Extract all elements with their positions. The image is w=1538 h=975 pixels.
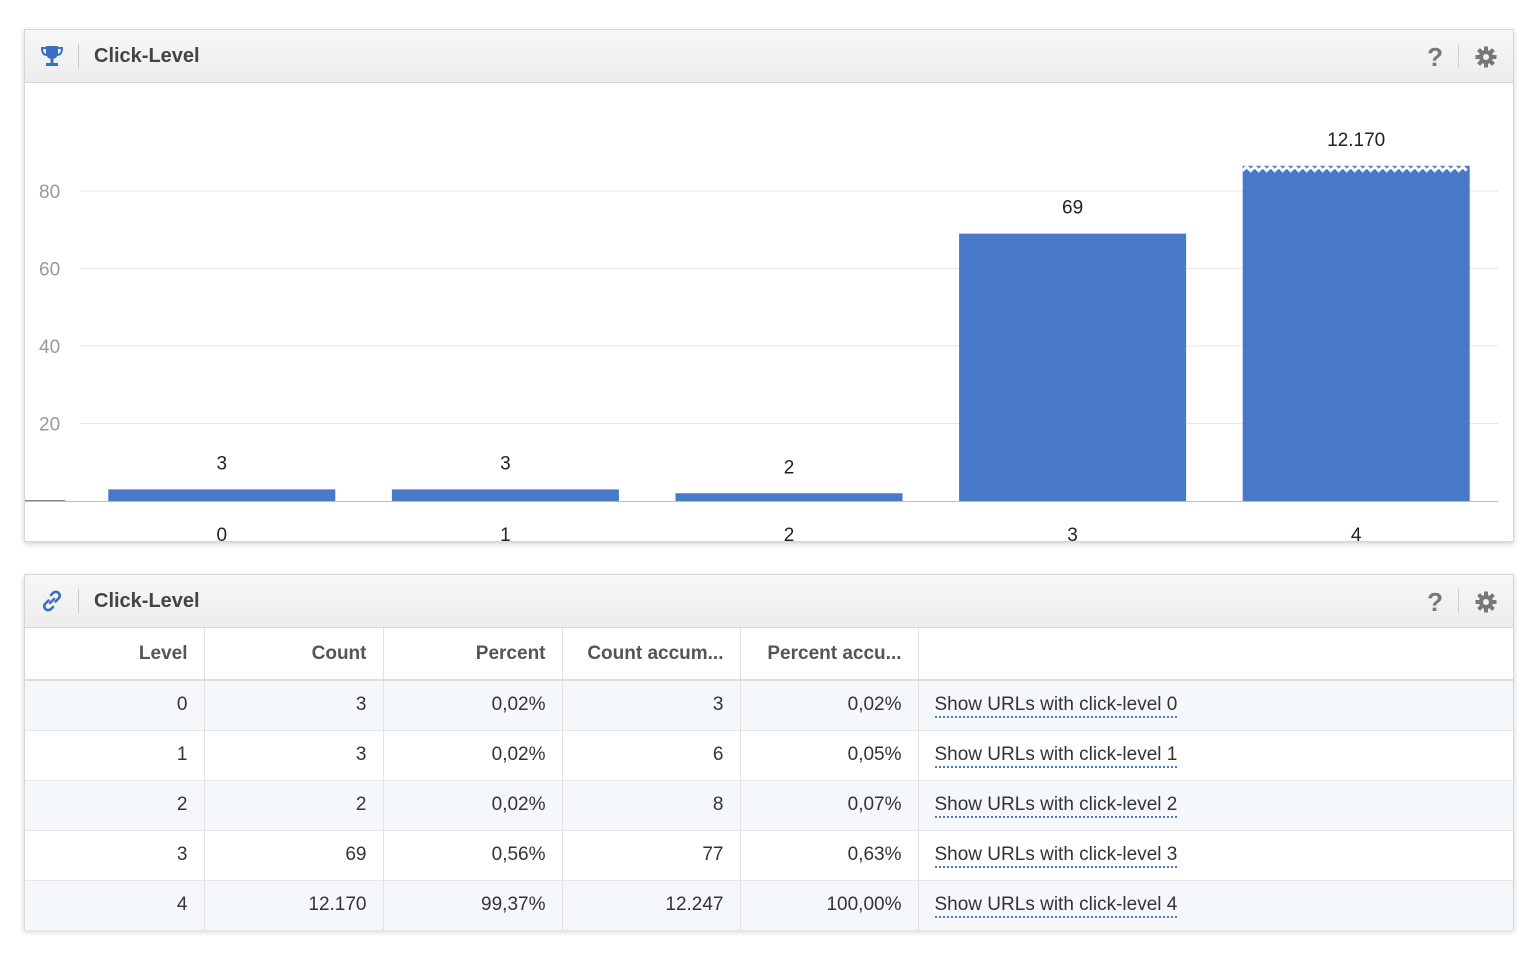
cell-level: 0 — [25, 680, 205, 731]
cell-percent: 0,56% — [383, 830, 563, 881]
show-urls-link[interactable]: Show URLs with click-level 1 — [934, 744, 1178, 768]
data-label: 69 — [1062, 198, 1083, 219]
column-header-count-accumulated[interactable]: Count accum... — [562, 628, 741, 681]
cell-action: Show URLs with click-level 3 — [918, 830, 1513, 881]
cell-percent-accumulated: 100,00% — [740, 880, 919, 931]
cell-level: 1 — [25, 730, 205, 781]
header-divider — [78, 44, 79, 68]
cell-level: 3 — [25, 830, 205, 881]
data-label: 3 — [217, 453, 228, 474]
header-divider — [1458, 589, 1459, 613]
cell-percent-accumulated: 0,02% — [740, 680, 919, 731]
x-tick-label: 4 — [1351, 525, 1362, 541]
cell-percent-accumulated: 0,07% — [740, 780, 919, 831]
cell-count-accumulated: 3 — [562, 680, 741, 731]
cell-count: 3 — [204, 730, 384, 781]
bar — [1242, 165, 1470, 501]
cell-count-accumulated: 6 — [562, 730, 741, 781]
table-row: 4 12.170 99,37% 12.247 100,00% Show URLs… — [25, 880, 1513, 931]
cell-percent-accumulated: 0,05% — [740, 730, 919, 781]
help-button[interactable]: ? — [1427, 42, 1443, 72]
trophy-icon — [39, 43, 65, 69]
cell-level: 2 — [25, 780, 205, 831]
data-label: 12.170 — [1327, 130, 1385, 151]
table-row: 2 2 0,02% 8 0,07% Show URLs with click-l… — [25, 780, 1513, 831]
bar-chart: 20 40 60 80 3 0 3 1 2 2 69 3 12.170 4 — [25, 130, 1498, 546]
x-tick-label: 1 — [500, 525, 511, 541]
link-icon — [39, 588, 65, 614]
cell-action: Show URLs with click-level 1 — [918, 730, 1513, 781]
header-divider — [78, 589, 79, 613]
cell-percent: 99,37% — [383, 880, 563, 931]
cell-count: 12.170 — [204, 880, 384, 931]
data-label: 2 — [784, 457, 795, 478]
help-button[interactable]: ? — [1427, 587, 1443, 617]
header-divider — [1458, 44, 1459, 68]
widget-title: Click-Level — [94, 590, 200, 612]
click-level-table: Level Count Percent Count accum... Perce… — [25, 628, 1513, 931]
table-row: 1 3 0,02% 6 0,05% Show URLs with click-l… — [25, 730, 1513, 781]
chart-widget-header: Click-Level ? — [25, 30, 1513, 83]
bar — [391, 489, 619, 501]
cell-action: Show URLs with click-level 4 — [918, 880, 1513, 931]
show-urls-link[interactable]: Show URLs with click-level 0 — [934, 694, 1178, 719]
bar — [108, 489, 336, 501]
cell-count-accumulated: 12.247 — [562, 880, 741, 931]
column-header-count[interactable]: Count — [204, 628, 384, 681]
gear-icon[interactable] — [1475, 46, 1497, 68]
data-label: 3 — [500, 453, 511, 474]
table-header-row: Level Count Percent Count accum... Perce… — [25, 628, 1513, 681]
x-tick-label: 2 — [784, 525, 795, 541]
table-widget-header: Click-Level ? — [25, 575, 1513, 628]
cell-count: 69 — [204, 830, 384, 881]
show-urls-link[interactable]: Show URLs with click-level 3 — [934, 844, 1178, 868]
gear-icon[interactable] — [1475, 591, 1497, 613]
cell-count: 3 — [204, 680, 384, 731]
y-tick-label: 20 — [39, 415, 60, 436]
show-urls-link[interactable]: Show URLs with click-level 2 — [934, 794, 1178, 818]
chart-widget: Click-Level ? 20 40 60 80 3 0 3 1 2 2 69 3 12.170 4 — [24, 29, 1514, 546]
cell-action: Show URLs with click-level 2 — [918, 780, 1513, 831]
y-tick-label: 40 — [39, 337, 60, 358]
cell-count-accumulated: 8 — [562, 780, 741, 831]
axis-break-marker — [1241, 164, 1468, 173]
cell-count-accumulated: 77 — [562, 830, 741, 881]
x-tick-label: 3 — [1067, 525, 1078, 541]
x-tick-label: 0 — [217, 525, 228, 541]
table-row: 3 69 0,56% 77 0,63% Show URLs with click… — [25, 830, 1513, 881]
cell-action: Show URLs with click-level 0 — [918, 680, 1513, 731]
cell-percent-accumulated: 0,63% — [740, 830, 919, 881]
y-tick-label: 60 — [39, 260, 60, 281]
cell-percent: 0,02% — [383, 730, 563, 781]
column-header-percent-accumulated[interactable]: Percent accu... — [740, 628, 919, 681]
cell-level: 4 — [25, 880, 205, 931]
table-widget: Click-Level ? Level Count — [24, 574, 1514, 931]
cell-percent: 0,02% — [383, 780, 563, 831]
click-level-chart: 20 40 60 80 3 0 3 1 2 2 69 3 12.170 4 — [25, 83, 1513, 546]
table-row: 0 3 0,02% 3 0,02% Show URLs with click-l… — [25, 680, 1513, 731]
bar — [675, 493, 903, 501]
cell-percent: 0,02% — [383, 680, 563, 731]
column-header-percent[interactable]: Percent — [383, 628, 563, 681]
column-header-level[interactable]: Level — [25, 628, 205, 681]
column-header-action — [918, 628, 1513, 681]
widget-title: Click-Level — [94, 45, 200, 67]
show-urls-link[interactable]: Show URLs with click-level 4 — [934, 894, 1178, 918]
cell-count: 2 — [204, 780, 384, 831]
y-tick-label: 80 — [39, 182, 60, 203]
bar — [959, 233, 1187, 501]
